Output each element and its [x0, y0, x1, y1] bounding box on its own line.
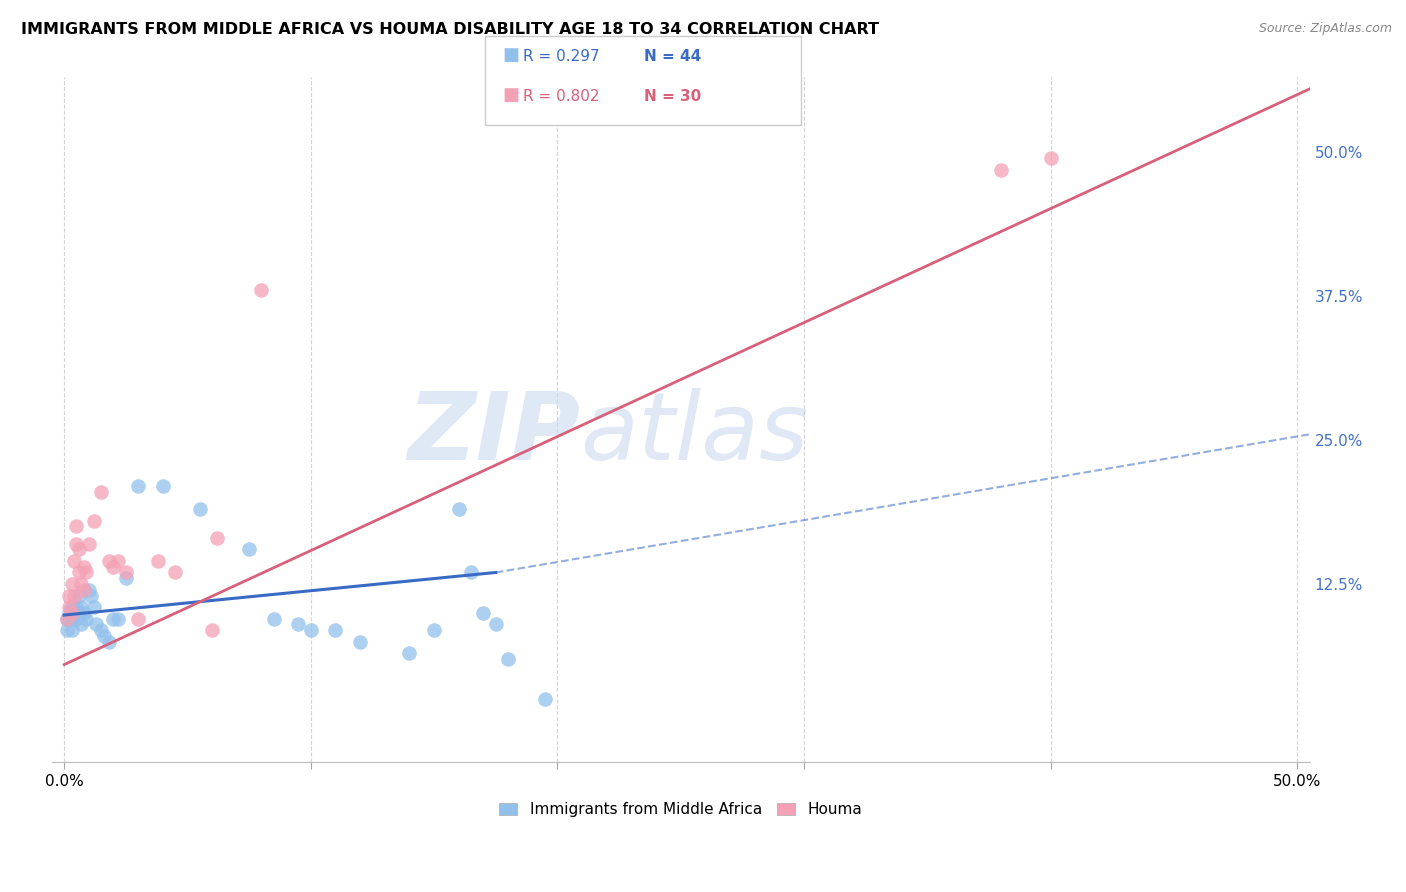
- Point: [534, 692, 557, 706]
- Point: [423, 623, 446, 637]
- Point: [55, 611, 77, 625]
- Point: [83, 514, 105, 528]
- Point: [97, 634, 120, 648]
- Point: [55, 623, 77, 637]
- Point: [80, 589, 103, 603]
- Point: [201, 623, 224, 637]
- Text: atlas: atlas: [581, 388, 808, 479]
- Point: [447, 502, 470, 516]
- Text: N = 30: N = 30: [644, 89, 702, 104]
- Point: [84, 617, 107, 632]
- Point: [63, 589, 86, 603]
- Point: [990, 162, 1012, 177]
- Text: ZIP: ZIP: [408, 388, 581, 480]
- Point: [107, 611, 129, 625]
- Text: R = 0.297: R = 0.297: [523, 49, 599, 64]
- Point: [58, 606, 80, 620]
- Point: [58, 600, 80, 615]
- Point: [58, 611, 80, 625]
- Point: [65, 537, 87, 551]
- Text: R = 0.802: R = 0.802: [523, 89, 599, 104]
- Point: [93, 629, 115, 643]
- Point: [299, 623, 322, 637]
- Point: [205, 531, 228, 545]
- Point: [73, 582, 96, 597]
- Text: ■: ■: [502, 46, 519, 64]
- Point: [146, 554, 169, 568]
- Point: [90, 484, 112, 499]
- Point: [287, 617, 309, 632]
- Point: [398, 646, 420, 660]
- Point: [103, 559, 125, 574]
- Legend: Immigrants from Middle Africa, Houma: Immigrants from Middle Africa, Houma: [494, 796, 869, 823]
- Point: [485, 617, 508, 632]
- Point: [73, 559, 96, 574]
- Point: [325, 623, 347, 637]
- Point: [73, 606, 96, 620]
- Point: [65, 519, 87, 533]
- Point: [60, 600, 83, 615]
- Point: [77, 537, 100, 551]
- Point: [70, 577, 93, 591]
- Point: [90, 623, 112, 637]
- Point: [63, 606, 86, 620]
- Point: [238, 542, 260, 557]
- Point: [75, 566, 97, 580]
- Point: [460, 566, 482, 580]
- Point: [63, 554, 86, 568]
- Point: [472, 606, 495, 620]
- Point: [152, 479, 174, 493]
- Text: ■: ■: [502, 87, 519, 104]
- Point: [67, 589, 90, 603]
- Point: [60, 577, 83, 591]
- Point: [1039, 151, 1062, 165]
- Point: [65, 611, 87, 625]
- Point: [65, 600, 87, 615]
- Point: [75, 611, 97, 625]
- Point: [70, 617, 93, 632]
- Point: [127, 611, 149, 625]
- Point: [496, 652, 519, 666]
- Point: [60, 611, 83, 625]
- Point: [114, 566, 136, 580]
- Point: [165, 566, 187, 580]
- Text: Source: ZipAtlas.com: Source: ZipAtlas.com: [1258, 22, 1392, 36]
- Point: [127, 479, 149, 493]
- Point: [107, 554, 129, 568]
- Point: [63, 611, 86, 625]
- Point: [77, 582, 100, 597]
- Point: [67, 566, 90, 580]
- Point: [250, 284, 273, 298]
- Point: [60, 606, 83, 620]
- Point: [67, 606, 90, 620]
- Point: [349, 634, 371, 648]
- Point: [263, 611, 285, 625]
- Point: [97, 554, 120, 568]
- Point: [70, 600, 93, 615]
- Text: IMMIGRANTS FROM MIDDLE AFRICA VS HOUMA DISABILITY AGE 18 TO 34 CORRELATION CHART: IMMIGRANTS FROM MIDDLE AFRICA VS HOUMA D…: [21, 22, 879, 37]
- Point: [58, 589, 80, 603]
- Point: [60, 623, 83, 637]
- Point: [188, 502, 211, 516]
- Point: [114, 571, 136, 585]
- Point: [67, 542, 90, 557]
- Text: N = 44: N = 44: [644, 49, 702, 64]
- Point: [83, 600, 105, 615]
- Point: [103, 611, 125, 625]
- Point: [55, 611, 77, 625]
